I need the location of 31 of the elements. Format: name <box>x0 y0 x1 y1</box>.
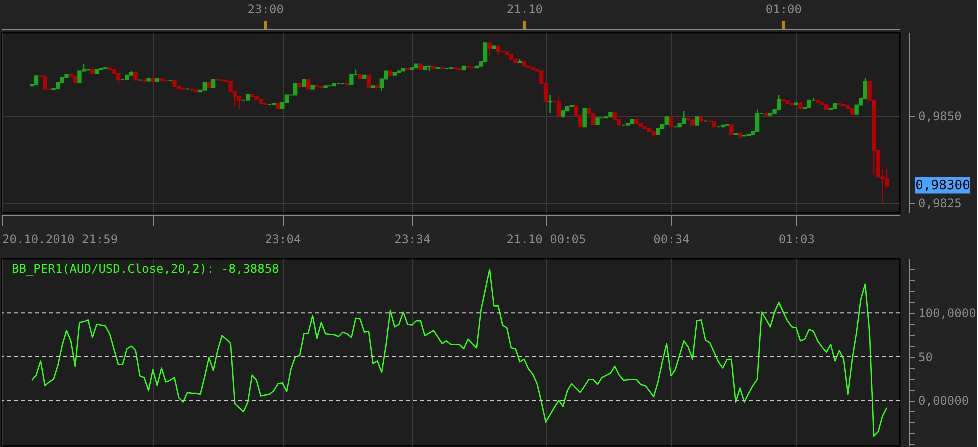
candlestick <box>669 116 674 128</box>
x-tick-label: 21.10 00:05 <box>506 232 586 246</box>
candlestick <box>116 73 121 84</box>
x-tick-label: 23:04 <box>265 232 302 246</box>
x2-tick-label: 01:00 <box>766 2 802 16</box>
x2-tick-label: 23:00 <box>248 2 284 16</box>
y-tick-label: 0,9850 <box>918 110 962 124</box>
candlestick <box>496 46 501 56</box>
text: BB_PER1(AUD/USD.Close,20,2): -8,38858 <box>12 262 280 276</box>
candlestick <box>366 74 372 88</box>
y-tick-label: 0,9825 <box>918 196 962 210</box>
candlestick <box>556 94 562 118</box>
candlestick <box>78 70 82 84</box>
y-tick-label: 0,00000 <box>918 394 970 408</box>
candlestick <box>488 42 492 58</box>
candlestick <box>582 108 587 128</box>
candlestick <box>350 74 354 86</box>
candlestick <box>306 79 311 90</box>
x2-tick-label: 21.10 <box>506 2 543 16</box>
x-tick-label: 00:34 <box>654 232 690 246</box>
candlestick <box>43 76 48 90</box>
x-tick-label: 23:34 <box>394 232 431 246</box>
candlestick <box>730 124 734 136</box>
y-tick-label: 100,0000 <box>918 306 976 321</box>
candlestick <box>293 83 298 96</box>
candlestick <box>755 109 760 133</box>
x-tick-label: 20.10.2010 21:59 <box>2 232 118 246</box>
x-tick-label: 01:03 <box>778 232 815 246</box>
text: 0,98300 <box>916 178 970 194</box>
candlestick <box>548 94 552 114</box>
y-tick-label: 50 <box>918 350 933 364</box>
